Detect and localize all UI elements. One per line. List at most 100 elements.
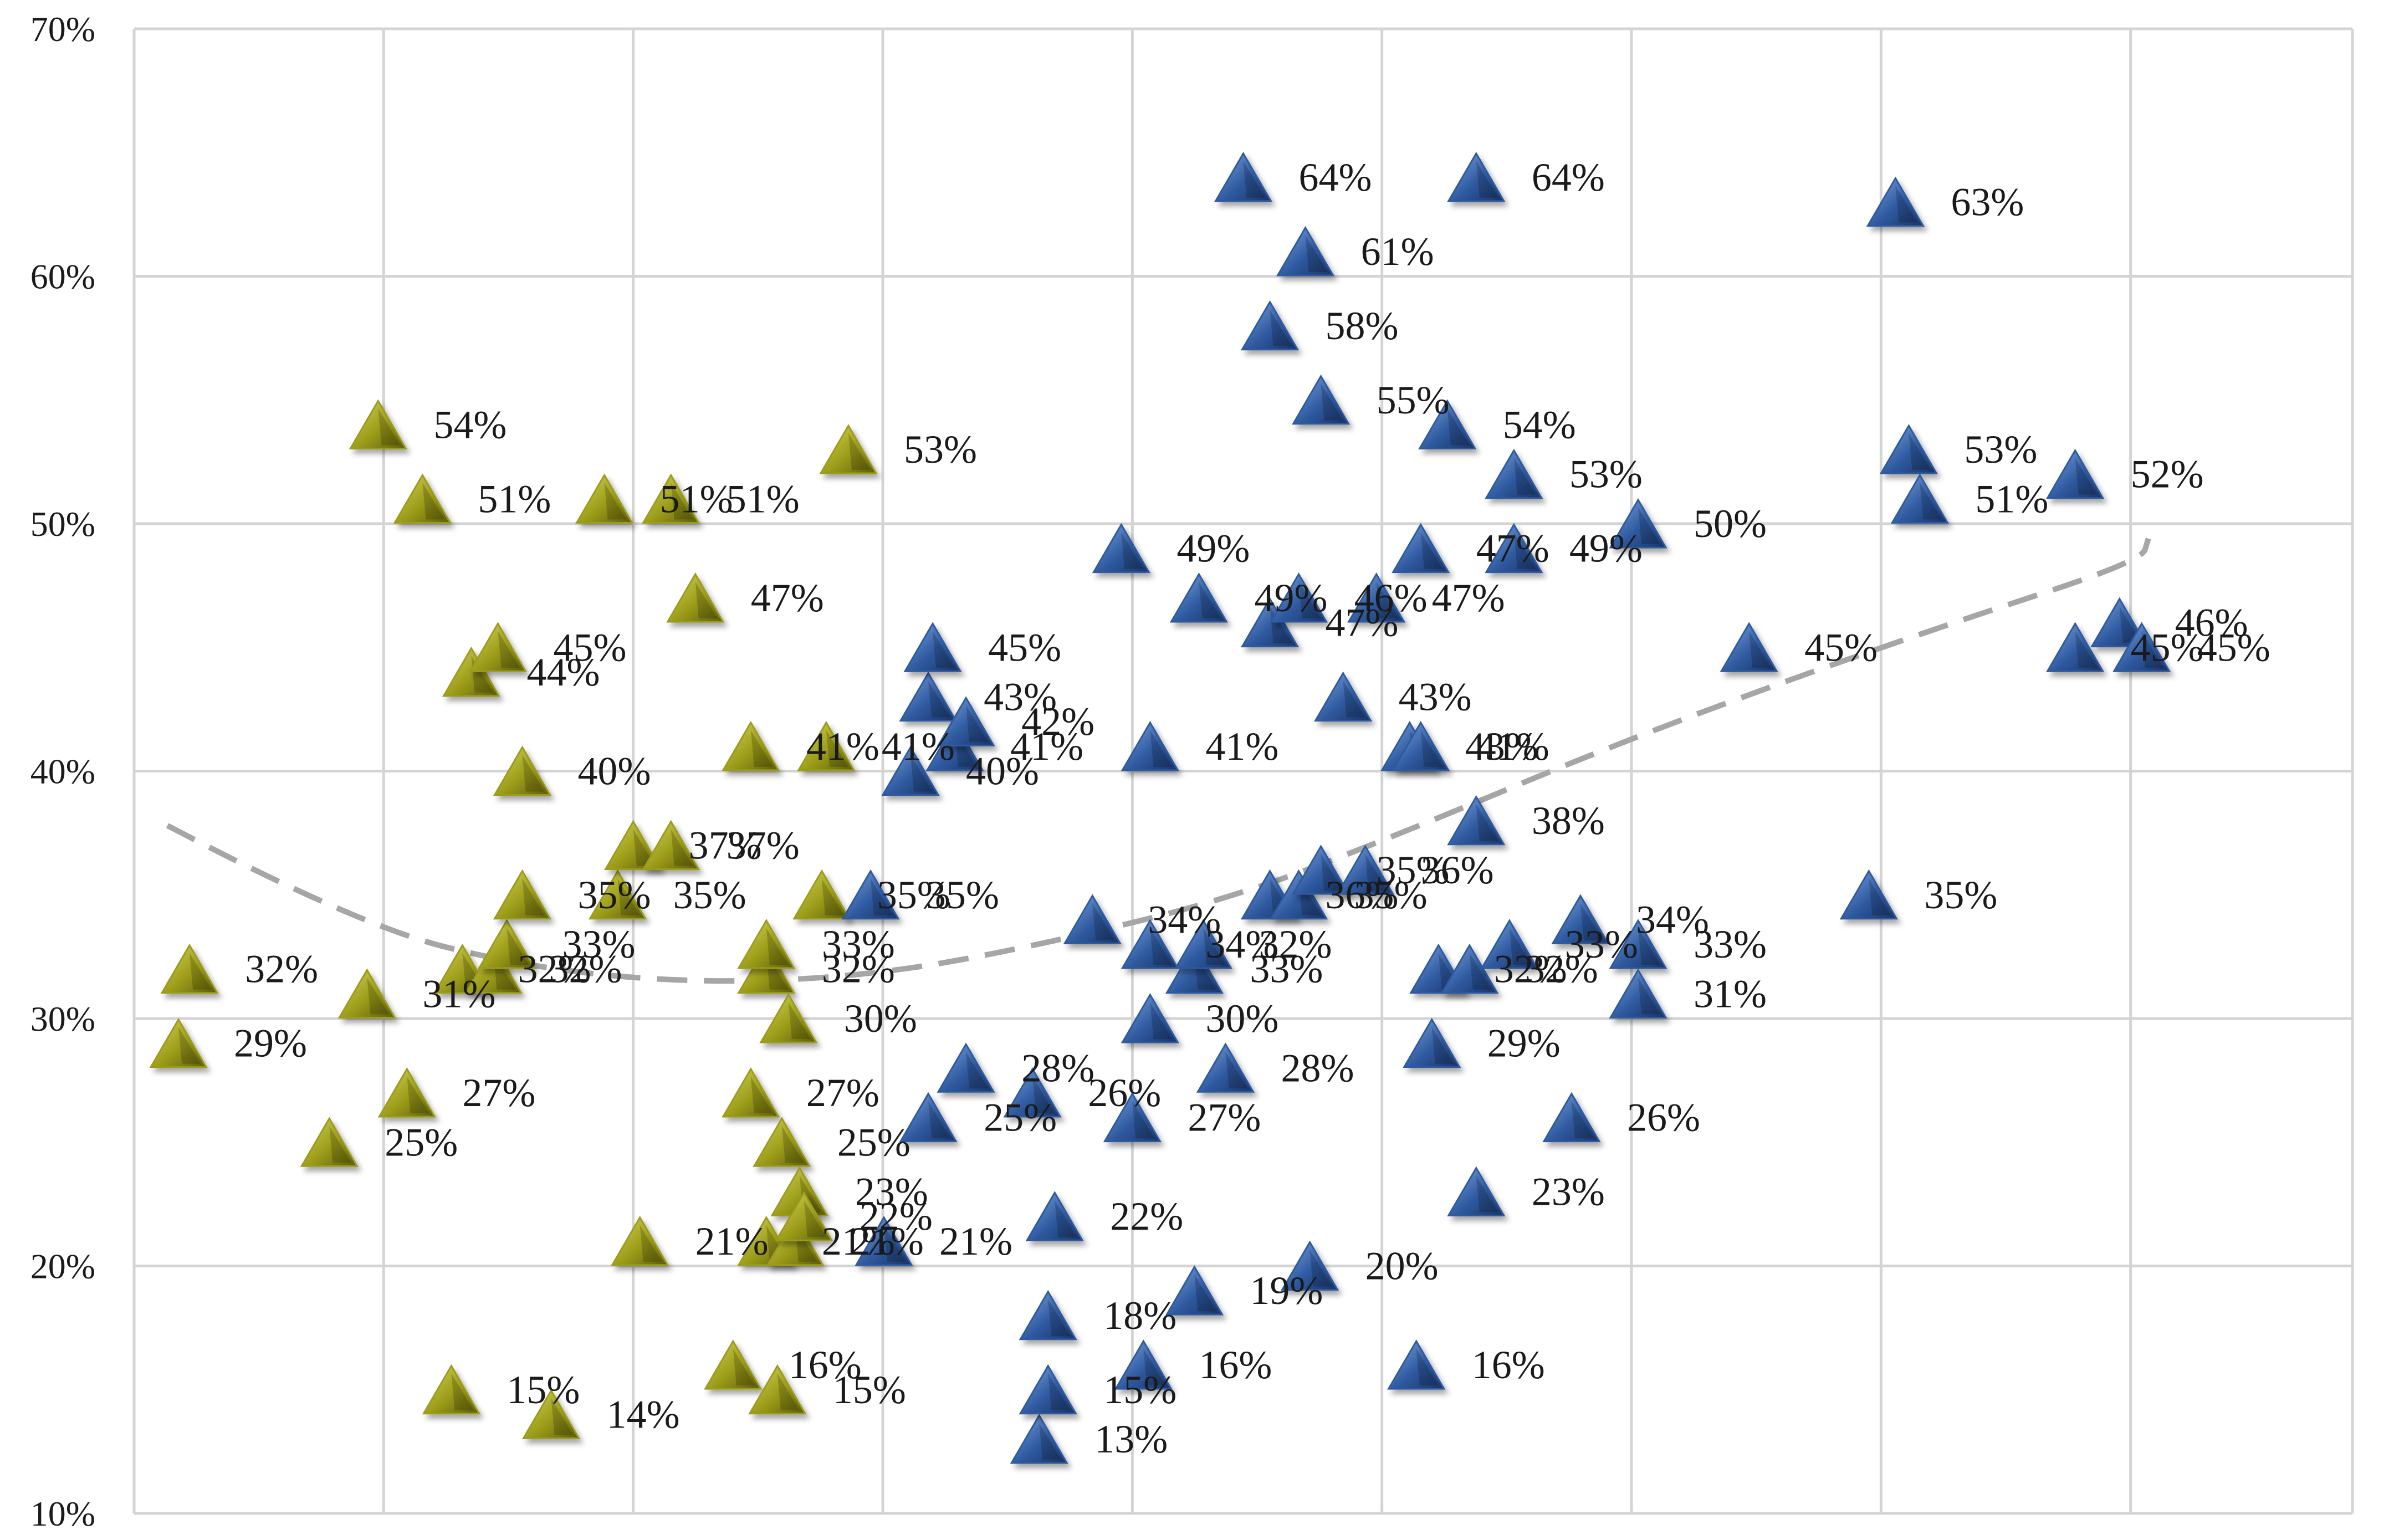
blue-data-label: 33% (1565, 922, 1638, 966)
blue-triangle-marker (1291, 374, 1351, 425)
olive-data-label: 23% (855, 1170, 928, 1214)
blue-data-label: 53% (1569, 452, 1643, 497)
blue-triangle-marker (937, 696, 995, 746)
olive-triangle-marker (737, 919, 796, 969)
blue-triangle-marker (1165, 1265, 1224, 1316)
olive-triangle-marker (792, 869, 851, 920)
y-tick-label: 40% (30, 752, 95, 791)
olive-data-label: 27% (462, 1071, 535, 1115)
blue-triangle-marker (1879, 424, 1938, 474)
blue-data-label: 63% (1951, 180, 2024, 224)
blue-data-label: 28% (1281, 1046, 1354, 1090)
olive-triangle-marker (393, 473, 452, 524)
blue-triangle-marker (1174, 919, 1233, 969)
blue-data-label: 45% (988, 625, 1061, 669)
gridlines (132, 27, 2354, 1515)
blue-triangle-marker (1480, 919, 1539, 969)
blue-data-label: 35% (1924, 873, 1997, 917)
blue-data-label: 64% (1532, 155, 1605, 199)
olive-data-label: 16% (789, 1343, 862, 1387)
olive-triangle-marker (611, 1215, 669, 1266)
olive-triangle-marker (422, 1364, 481, 1415)
data-labels: 29%32%25%31%54%27%51%15%32%44%32%33%45%4… (234, 155, 2270, 1461)
olive-triangle-marker (493, 745, 552, 796)
y-tick-label: 60% (30, 257, 95, 296)
olive-data-label: 51% (727, 477, 800, 521)
blue-triangle-marker (1291, 845, 1351, 895)
olive-triangle-marker (349, 399, 407, 449)
blue-data-label: 28% (1021, 1046, 1094, 1090)
blue-data-label: 19% (1250, 1268, 1323, 1313)
olive-triangle-marker (775, 1191, 833, 1241)
blue-triangle-marker (1609, 968, 1667, 1019)
blue-data-label: 20% (1365, 1244, 1439, 1288)
blue-data-label: 43% (984, 675, 1057, 719)
blue-triangle-marker (1010, 1414, 1068, 1464)
blue-data-label: 53% (1964, 427, 2037, 472)
blue-data-label: 35% (1354, 873, 1428, 917)
blue-triangle-marker (1121, 919, 1179, 969)
blue-data-label: 16% (1472, 1343, 1545, 1387)
blue-triangle-marker (1440, 943, 1499, 994)
blue-triangle-marker (1003, 1067, 1062, 1118)
blue-triangle-marker (1336, 845, 1395, 895)
blue-triangle-marker (1269, 572, 1328, 623)
olive-data-label: 22% (860, 1194, 933, 1239)
olive-data-label: 47% (751, 576, 824, 620)
y-axis-ticks: 10% 20% 30% 40% 50% 60% 70% (30, 9, 95, 1533)
blue-triangle-marker (1403, 1017, 1461, 1068)
blue-data-label: 49% (1176, 526, 1250, 571)
olive-data-label: 27% (806, 1071, 879, 1115)
blue-data-label: 54% (1503, 402, 1576, 447)
y-tick-label: 10% (30, 1494, 95, 1533)
olive-data-label: 35% (877, 873, 950, 917)
blue-data-label: 32% (1259, 922, 1332, 966)
olive-data-label: 29% (234, 1021, 307, 1066)
blue-data-label: 49% (1569, 526, 1643, 571)
blue-triangle-marker (881, 745, 940, 796)
blue-triangle-marker (1196, 1042, 1255, 1093)
blue-data-label: 41% (1205, 724, 1278, 769)
blue-triangle-marker (1169, 572, 1229, 623)
blue-triangle-marker (1485, 448, 1543, 499)
olive-data-label: 32% (245, 947, 318, 991)
olive-data-label: 30% (844, 996, 917, 1041)
blue-data-label: 26% (1088, 1071, 1161, 1115)
blue-triangle-marker (1447, 1166, 1506, 1217)
blue-data-label: 38% (1532, 799, 1605, 843)
blue-triangle-marker (1392, 523, 1450, 574)
blue-triangle-marker (1280, 1240, 1339, 1291)
olive-data-label: 33% (822, 922, 895, 966)
blue-data-label: 43% (1399, 675, 1472, 719)
blue-triangle-marker (1609, 498, 1667, 549)
blue-triangle-marker (1720, 622, 1778, 672)
blue-data-label: 47% (1326, 601, 1399, 645)
olive-triangle-marker (642, 820, 700, 870)
blue-triangle-marker (1447, 151, 1506, 202)
blue-triangle-marker (1392, 720, 1450, 771)
blue-data-label: 45% (2131, 625, 2204, 669)
olive-triangle-marker (722, 720, 780, 771)
blue-triangle-marker (1866, 176, 1925, 227)
olive-data-label: 41% (806, 724, 879, 769)
blue-triangle-marker (1240, 300, 1300, 351)
blue-triangle-marker (937, 1042, 995, 1093)
olive-data-label: 14% (607, 1392, 680, 1436)
blue-triangle-marker (1019, 1290, 1077, 1341)
olive-data-label: 37% (727, 823, 800, 867)
blue-data-label: 47% (1476, 526, 1549, 571)
y-tick-label: 70% (30, 9, 95, 49)
olive-data-label: 21% (851, 1219, 924, 1263)
olive-triangle-marker (722, 1067, 780, 1118)
blue-triangle-marker (2112, 622, 2171, 672)
blue-triangle-marker (1121, 993, 1179, 1043)
blue-triangle-marker (1890, 473, 1950, 524)
blue-data-label: 34% (1148, 897, 1221, 942)
y-tick-label: 30% (30, 999, 95, 1038)
blue-triangle-marker (1103, 1092, 1162, 1143)
blue-data-label: 40% (966, 749, 1039, 794)
olive-triangle-marker (753, 1117, 811, 1167)
blue-triangle-marker (1447, 795, 1506, 846)
